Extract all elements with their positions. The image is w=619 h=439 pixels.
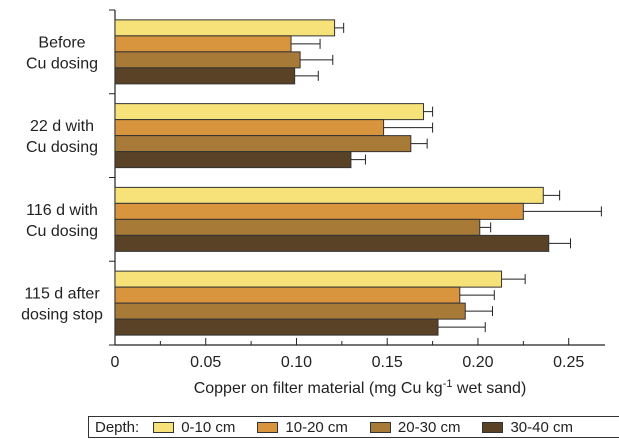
category-label: 116 d with xyxy=(26,202,98,219)
x-axis-label: Copper on filter material (mg Cu kg-1 we… xyxy=(194,378,527,397)
bar xyxy=(114,135,412,153)
legend-item-20-30cm: 20-30 cm xyxy=(369,418,461,436)
bar xyxy=(114,103,425,121)
x-tick-label: 0.25 xyxy=(553,354,584,371)
bar xyxy=(114,119,385,137)
category-label: 22 d with xyxy=(30,118,94,135)
x-tick-label: 0.05 xyxy=(190,354,221,371)
bar xyxy=(114,67,296,85)
bar xyxy=(114,202,524,220)
legend-label-20-30cm: 20-30 cm xyxy=(397,418,461,436)
legend-swatch-20-30cm xyxy=(369,421,391,433)
x-tick-label: 0.15 xyxy=(372,354,403,371)
legend-label-30-40cm: 30-40 cm xyxy=(510,418,573,436)
legend-item-10-20cm: 10-20 cm xyxy=(257,419,348,436)
bar xyxy=(114,151,352,169)
legend-swatch-30-40cm xyxy=(482,421,504,433)
x-tick-label: 0.10 xyxy=(281,354,312,371)
category-label: Cu dosing xyxy=(26,139,98,156)
legend-item-0-10cm: 0-10 cm xyxy=(153,419,235,436)
bar xyxy=(114,270,503,288)
legend-label-0-10cm: 0-10 cm xyxy=(181,418,236,436)
bar xyxy=(114,51,301,69)
category-label: Cu dosing xyxy=(26,55,98,72)
bar xyxy=(114,35,292,53)
category-label: 115 d after xyxy=(24,286,100,303)
bar xyxy=(114,318,439,336)
bar xyxy=(114,234,550,252)
category-label: dosing stop xyxy=(21,307,103,324)
legend: Depth: 0-10 cm 10-20 cm 20-30 cm 30-40 c… xyxy=(88,416,619,438)
category-label: Before xyxy=(38,34,85,51)
legend-title: Depth: xyxy=(95,418,140,436)
legend-item-30-40cm: 30-40 cm xyxy=(482,419,573,436)
bar xyxy=(114,302,466,320)
plot-area: 0 0.05 0.10 0.15 0.20 0.25 Before Cu dosing 22 d… xyxy=(21,9,605,371)
bar xyxy=(114,186,544,204)
legend-swatch-10-20cm xyxy=(257,421,279,433)
bar xyxy=(114,218,481,236)
category-label: Cu dosing xyxy=(26,223,98,240)
x-tick-label: 0 xyxy=(111,354,120,371)
legend-label-10-20cm: 10-20 cm xyxy=(285,418,348,436)
bar xyxy=(114,19,336,37)
legend-swatch-0-10cm xyxy=(153,421,175,433)
x-tick-label: 0.20 xyxy=(462,354,493,371)
bar xyxy=(114,286,461,304)
